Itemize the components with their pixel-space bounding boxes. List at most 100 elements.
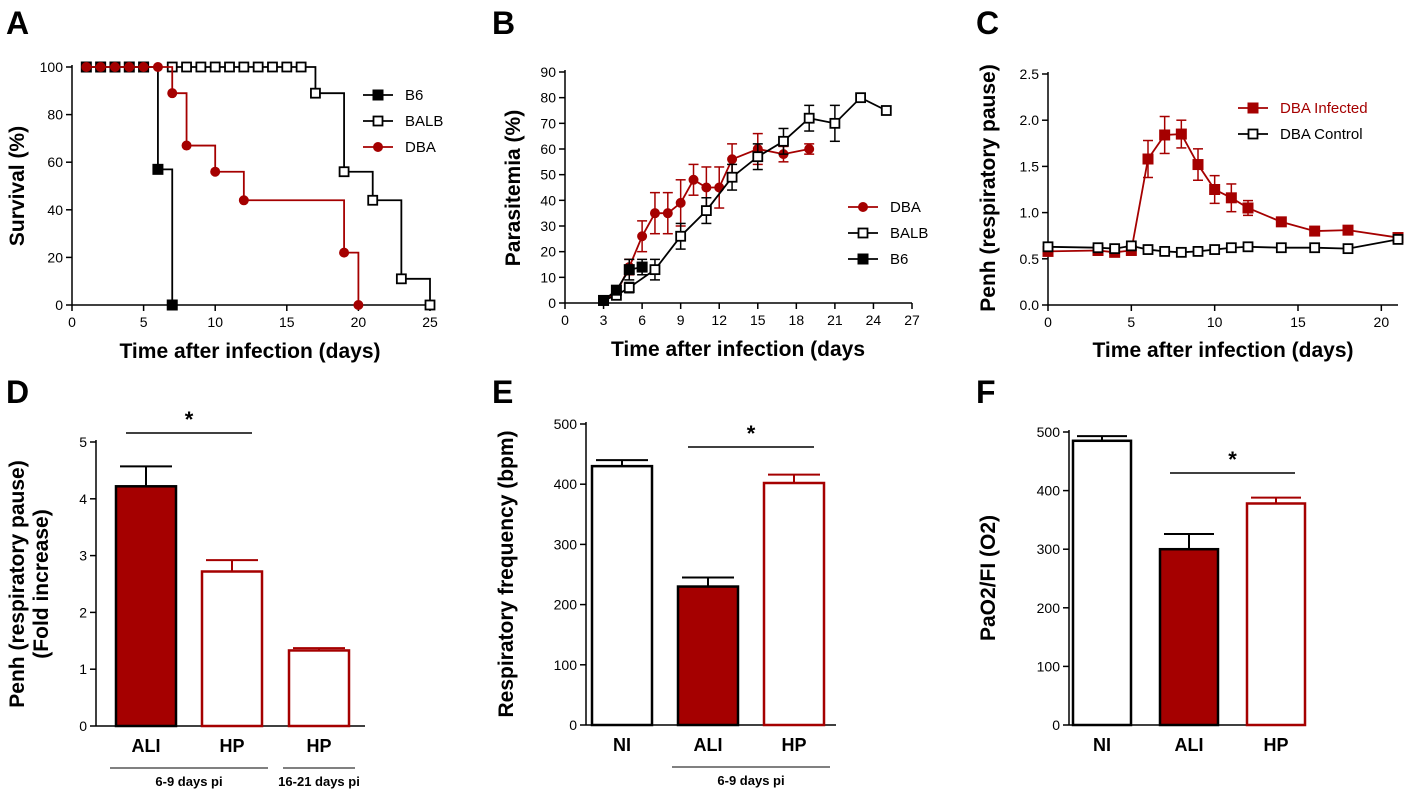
data-point bbox=[1342, 243, 1354, 255]
group-label: 16-21 days pi bbox=[278, 774, 360, 789]
y-tick-label: 400 bbox=[554, 476, 578, 492]
legend-label: DBA Control bbox=[1280, 126, 1363, 143]
data-point bbox=[310, 87, 321, 99]
panel-letter: A bbox=[6, 5, 29, 41]
panel-letter: D bbox=[6, 374, 29, 410]
bar-ali bbox=[114, 485, 178, 728]
data-point bbox=[167, 88, 178, 99]
y-axis-title: (Fold increase) bbox=[30, 509, 53, 658]
data-point bbox=[1275, 242, 1287, 254]
y-tick-label: 300 bbox=[1037, 541, 1061, 557]
category-label: ALI bbox=[694, 735, 723, 755]
legend-label: B6 bbox=[405, 87, 423, 104]
data-point bbox=[1242, 241, 1254, 253]
category-label: ALI bbox=[1175, 735, 1204, 755]
data-point bbox=[1042, 241, 1054, 253]
data-point bbox=[1309, 225, 1321, 237]
series-b6 bbox=[598, 258, 648, 306]
panel-letter: E bbox=[492, 374, 513, 410]
data-point bbox=[700, 205, 712, 217]
data-point bbox=[295, 61, 307, 73]
category-label: NI bbox=[1093, 735, 1111, 755]
data-point bbox=[238, 195, 249, 206]
data-point bbox=[181, 61, 192, 73]
panel-D-chart: D 0 1 2 3 4 5 Penh (respiratory pause) (Fold inc… bbox=[6, 374, 365, 789]
data-point bbox=[395, 273, 407, 285]
data-point bbox=[688, 174, 699, 185]
y-tick-label: 0 bbox=[569, 717, 577, 733]
y-tick-label: 1 bbox=[79, 661, 87, 677]
data-point bbox=[649, 208, 660, 219]
data-point bbox=[152, 62, 163, 72]
legend-marker bbox=[857, 253, 869, 265]
y-axis-title: Penh (respiratory pause) bbox=[977, 64, 1000, 311]
data-point bbox=[1092, 242, 1104, 254]
data-point bbox=[424, 299, 436, 311]
x-tick-label: 21 bbox=[827, 312, 843, 328]
data-point bbox=[339, 247, 350, 258]
data-point bbox=[210, 166, 221, 177]
data-point bbox=[353, 300, 364, 310]
data-point bbox=[803, 112, 815, 124]
y-tick-label: 80 bbox=[47, 107, 63, 123]
y-tick-label: 30 bbox=[540, 218, 556, 234]
y-tick-label: 4 bbox=[79, 491, 87, 507]
data-point bbox=[238, 61, 250, 73]
data-point bbox=[610, 284, 622, 296]
data-point bbox=[1242, 202, 1254, 214]
panel-A-chart: A 0 20 40 60 80 100 0 5 10 15 20 25 Time after infect… bbox=[6, 5, 443, 363]
y-tick-label: 0.0 bbox=[1020, 297, 1040, 313]
y-axis-title: Respiratory frequency (bpm) bbox=[495, 430, 518, 717]
data-point bbox=[1209, 184, 1221, 195]
x-tick-label: 0 bbox=[1044, 314, 1052, 330]
y-tick-label: 0 bbox=[1052, 717, 1060, 733]
x-tick-label: 15 bbox=[1290, 314, 1306, 330]
y-tick-label: 3 bbox=[79, 548, 87, 564]
category-label: HP bbox=[219, 736, 244, 756]
y-tick-label: 200 bbox=[554, 597, 578, 613]
data-point bbox=[778, 135, 789, 147]
legend-marker bbox=[1247, 102, 1259, 114]
x-tick-label: 9 bbox=[677, 312, 685, 328]
y-tick-label: 2.0 bbox=[1020, 112, 1040, 128]
data-point bbox=[623, 264, 635, 276]
y-tick-label: 100 bbox=[1037, 658, 1061, 674]
group-label: 6-9 days pi bbox=[717, 773, 784, 788]
data-point bbox=[855, 92, 866, 104]
legend-marker bbox=[372, 115, 384, 127]
data-point bbox=[1175, 246, 1187, 258]
y-tick-label: 50 bbox=[540, 167, 556, 183]
data-point bbox=[1159, 246, 1171, 257]
data-point bbox=[338, 166, 350, 178]
legend-marker bbox=[373, 142, 383, 152]
legend: DBA BALB B6 bbox=[848, 199, 928, 268]
x-tick-label: 15 bbox=[750, 312, 766, 328]
y-tick-label: 500 bbox=[1037, 424, 1061, 440]
data-point bbox=[195, 61, 207, 73]
data-point bbox=[1225, 242, 1237, 254]
data-point bbox=[1142, 244, 1154, 255]
data-point bbox=[623, 282, 635, 294]
x-tick-label: 0 bbox=[68, 314, 76, 330]
series-line bbox=[602, 266, 643, 302]
data-point bbox=[880, 105, 892, 116]
data-point bbox=[675, 230, 687, 242]
x-tick-label: 25 bbox=[422, 314, 438, 330]
data-point bbox=[1125, 240, 1137, 252]
legend: B6 BALB DBA bbox=[363, 87, 443, 156]
x-tick-label: 5 bbox=[1127, 314, 1135, 330]
x-tick-label: 6 bbox=[638, 312, 646, 328]
data-point bbox=[1192, 246, 1204, 257]
data-point bbox=[701, 182, 712, 193]
data-point bbox=[829, 117, 841, 129]
panel-letter: B bbox=[492, 5, 515, 41]
y-tick-label: 0 bbox=[548, 295, 556, 311]
series-dba-control bbox=[1042, 233, 1404, 258]
y-axis-title: Survival (%) bbox=[6, 126, 29, 246]
legend-label: BALB bbox=[890, 225, 928, 242]
data-point bbox=[1309, 242, 1321, 254]
data-point bbox=[252, 61, 264, 73]
series-dba bbox=[81, 62, 364, 310]
data-point bbox=[267, 61, 278, 73]
